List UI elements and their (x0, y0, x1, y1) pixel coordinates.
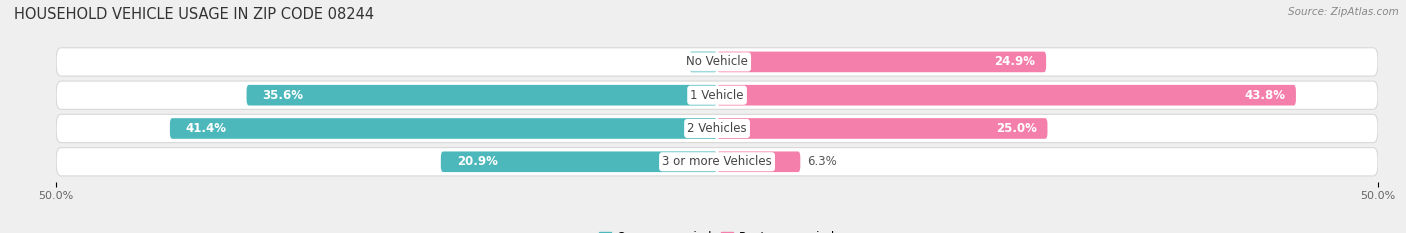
Text: 43.8%: 43.8% (1244, 89, 1285, 102)
FancyBboxPatch shape (717, 151, 800, 172)
FancyBboxPatch shape (441, 151, 717, 172)
FancyBboxPatch shape (56, 148, 1378, 176)
FancyBboxPatch shape (717, 51, 1046, 72)
Text: 24.9%: 24.9% (994, 55, 1036, 69)
Text: 6.3%: 6.3% (807, 155, 837, 168)
Text: 2 Vehicles: 2 Vehicles (688, 122, 747, 135)
FancyBboxPatch shape (56, 114, 1378, 143)
Legend: Owner-occupied, Renter-occupied: Owner-occupied, Renter-occupied (593, 226, 841, 233)
Text: 41.4%: 41.4% (186, 122, 226, 135)
Text: 25.0%: 25.0% (995, 122, 1036, 135)
Text: 2.1%: 2.1% (700, 55, 730, 69)
FancyBboxPatch shape (56, 48, 1378, 76)
Text: 35.6%: 35.6% (263, 89, 304, 102)
Text: 20.9%: 20.9% (457, 155, 498, 168)
FancyBboxPatch shape (246, 85, 717, 106)
Text: No Vehicle: No Vehicle (686, 55, 748, 69)
Text: 3 or more Vehicles: 3 or more Vehicles (662, 155, 772, 168)
Text: HOUSEHOLD VEHICLE USAGE IN ZIP CODE 08244: HOUSEHOLD VEHICLE USAGE IN ZIP CODE 0824… (14, 7, 374, 22)
Text: 1 Vehicle: 1 Vehicle (690, 89, 744, 102)
FancyBboxPatch shape (717, 85, 1296, 106)
FancyBboxPatch shape (689, 51, 717, 72)
FancyBboxPatch shape (717, 118, 1047, 139)
FancyBboxPatch shape (56, 81, 1378, 109)
Text: Source: ZipAtlas.com: Source: ZipAtlas.com (1288, 7, 1399, 17)
FancyBboxPatch shape (170, 118, 717, 139)
